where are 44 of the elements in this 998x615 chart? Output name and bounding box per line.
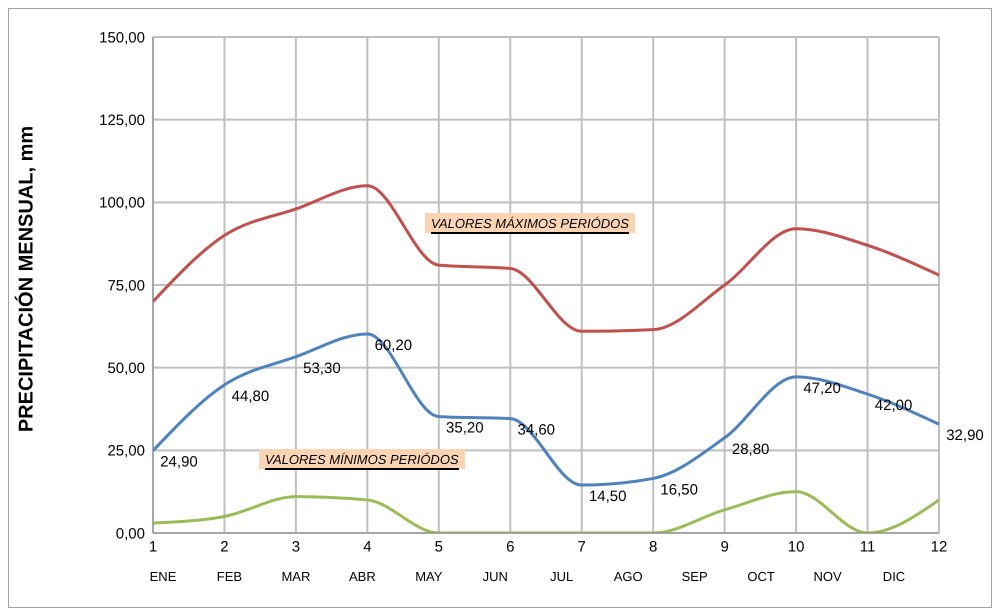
- y-tick-label: 0,00: [116, 525, 145, 542]
- x-tick-label: 2: [220, 538, 229, 556]
- x-tick-label: 5: [434, 538, 443, 556]
- text: AGO: [614, 569, 643, 584]
- y-tick-label: 50,00: [107, 360, 145, 377]
- x-tick-label: 8: [649, 538, 658, 556]
- x-tick-label: 11: [860, 538, 876, 556]
- y-tick-label: 25,00: [107, 442, 145, 460]
- data-label: 32,90: [946, 427, 984, 444]
- y-tick-label: 150,00: [99, 29, 145, 46]
- y-tick-label: 100,00: [99, 194, 145, 212]
- y-tick-label: 125,00: [99, 112, 145, 129]
- data-label: 44,80: [232, 388, 270, 405]
- text: DIC: [882, 569, 906, 584]
- data-label: 28,80: [732, 440, 770, 458]
- data-label: 53,30: [303, 360, 341, 377]
- text: NOV: [813, 569, 842, 584]
- x-tick-label: 12: [930, 538, 948, 556]
- series-label: VALORES MÁXIMOS PERIÓDOS: [431, 216, 629, 234]
- text: OCT: [747, 569, 775, 584]
- text: MAR: [281, 569, 310, 584]
- x-tick-label: 10: [788, 538, 804, 556]
- text: SEP: [682, 569, 708, 584]
- x-tick-label: 4: [363, 538, 372, 556]
- line-series: [153, 184, 939, 333]
- text: ENE: [150, 569, 176, 584]
- data-label: 14,50: [588, 488, 626, 506]
- text: VALORES MÍNIMOS PERIÓDOS: [265, 452, 459, 470]
- x-tick-label: 9: [720, 538, 729, 556]
- data-label: 16,50: [660, 481, 698, 498]
- x-tick-label: 3: [292, 538, 300, 556]
- x-tick-label: 7: [578, 538, 586, 556]
- text: ABR: [348, 569, 376, 584]
- x-tick-label: 6: [506, 538, 514, 556]
- data-label: 47,20: [803, 380, 841, 397]
- text: FEB: [216, 569, 242, 584]
- y-tick-label: 75,00: [107, 277, 145, 294]
- data-label: 35,20: [446, 420, 484, 437]
- text: JUL: [550, 569, 574, 584]
- text: MAY: [415, 569, 442, 584]
- x-tick-label: 1: [148, 538, 158, 556]
- text: JUN: [482, 569, 508, 584]
- data-label: 24,90: [160, 454, 198, 471]
- y-axis-title: PRECIPITACIÓN MENSUAL, mm: [16, 126, 38, 432]
